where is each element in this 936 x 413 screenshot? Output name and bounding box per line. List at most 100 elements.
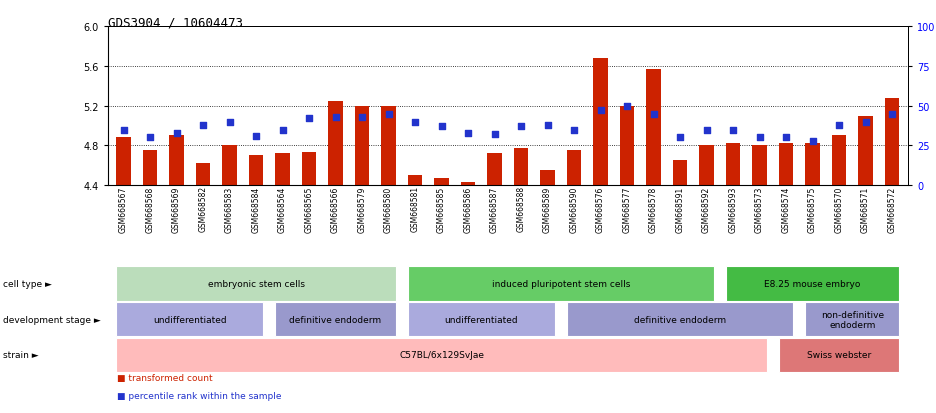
Point — [407, 119, 422, 126]
Bar — [434, 179, 449, 186]
Text: Swiss webster: Swiss webster — [807, 350, 871, 359]
Text: definitive endoderm: definitive endoderm — [634, 315, 726, 324]
Point — [673, 135, 688, 141]
Bar — [355, 107, 370, 186]
Text: E8.25 mouse embryo: E8.25 mouse embryo — [765, 280, 861, 288]
Point — [831, 122, 846, 129]
Text: GSM668571: GSM668571 — [861, 186, 870, 232]
Text: GSM668584: GSM668584 — [252, 186, 260, 232]
Text: strain ►: strain ► — [3, 350, 38, 359]
Point — [487, 132, 502, 138]
Point — [752, 135, 767, 141]
Bar — [329, 101, 343, 186]
Bar — [779, 144, 794, 186]
Text: GSM668581: GSM668581 — [411, 186, 419, 232]
Bar — [408, 176, 422, 186]
Text: GSM668570: GSM668570 — [835, 186, 843, 232]
Bar — [673, 161, 687, 186]
Bar — [620, 107, 635, 186]
Bar — [461, 183, 475, 186]
Bar — [832, 136, 846, 186]
Point — [169, 130, 184, 137]
Point — [381, 111, 396, 118]
Text: GSM668591: GSM668591 — [676, 186, 684, 232]
Point — [805, 138, 820, 145]
Text: GSM668589: GSM668589 — [543, 186, 552, 232]
Text: embryonic stem cells: embryonic stem cells — [208, 280, 304, 288]
Point — [620, 103, 635, 109]
Point — [699, 127, 714, 133]
Point — [434, 124, 449, 131]
Point — [355, 114, 370, 121]
Point — [514, 124, 529, 131]
Bar — [725, 144, 740, 186]
Text: non-definitive
endoderm: non-definitive endoderm — [821, 310, 884, 329]
Bar — [249, 156, 263, 186]
Text: GSM668588: GSM668588 — [517, 186, 525, 232]
Text: GDS3904 / 10604473: GDS3904 / 10604473 — [108, 17, 242, 29]
Point — [328, 114, 343, 121]
Text: GSM668568: GSM668568 — [145, 186, 154, 232]
Text: GSM668592: GSM668592 — [702, 186, 711, 232]
Text: GSM668582: GSM668582 — [198, 186, 208, 232]
Bar — [566, 151, 581, 186]
Bar — [143, 151, 157, 186]
Point — [222, 119, 237, 126]
Text: GSM668585: GSM668585 — [437, 186, 446, 232]
Text: GSM668577: GSM668577 — [622, 186, 632, 232]
Bar — [301, 153, 316, 186]
Text: GSM668572: GSM668572 — [887, 186, 897, 232]
Point — [196, 122, 211, 129]
Bar — [381, 107, 396, 186]
Text: GSM668590: GSM668590 — [569, 186, 578, 232]
Text: GSM668565: GSM668565 — [304, 186, 314, 232]
Point — [142, 135, 157, 141]
Bar — [488, 154, 502, 186]
Point — [725, 127, 740, 133]
Text: GSM668574: GSM668574 — [782, 186, 791, 232]
Text: GSM668586: GSM668586 — [463, 186, 473, 232]
Point — [885, 111, 899, 118]
Text: GSM668573: GSM668573 — [755, 186, 764, 232]
Text: GSM668583: GSM668583 — [225, 186, 234, 232]
Text: GSM668564: GSM668564 — [278, 186, 287, 232]
Bar — [514, 149, 528, 186]
Bar — [753, 146, 767, 186]
Point — [566, 127, 581, 133]
Bar — [540, 171, 555, 186]
Bar — [699, 146, 714, 186]
Point — [593, 108, 608, 114]
Point — [646, 111, 661, 118]
Point — [858, 119, 873, 126]
Bar — [593, 59, 607, 186]
Text: GSM668566: GSM668566 — [331, 186, 340, 232]
Text: GSM668578: GSM668578 — [649, 186, 658, 232]
Text: GSM668593: GSM668593 — [728, 186, 738, 232]
Point — [461, 130, 475, 137]
Bar — [805, 144, 820, 186]
Text: ■ percentile rank within the sample: ■ percentile rank within the sample — [117, 391, 282, 400]
Bar — [169, 136, 183, 186]
Point — [116, 127, 131, 133]
Bar — [275, 154, 290, 186]
Text: induced pluripotent stem cells: induced pluripotent stem cells — [491, 280, 630, 288]
Text: GSM668580: GSM668580 — [384, 186, 393, 232]
Text: GSM668576: GSM668576 — [596, 186, 605, 232]
Text: GSM668575: GSM668575 — [808, 186, 817, 232]
Bar — [646, 69, 661, 186]
Text: ■ transformed count: ■ transformed count — [117, 373, 212, 382]
Text: undifferentiated: undifferentiated — [153, 315, 227, 324]
Text: development stage ►: development stage ► — [3, 315, 100, 324]
Text: GSM668569: GSM668569 — [172, 186, 181, 232]
Text: GSM668567: GSM668567 — [119, 186, 128, 232]
Text: GSM668579: GSM668579 — [358, 186, 367, 232]
Point — [540, 122, 555, 129]
Bar — [196, 164, 211, 186]
Text: GSM668587: GSM668587 — [490, 186, 499, 232]
Point — [301, 116, 316, 122]
Bar — [885, 98, 899, 186]
Bar — [222, 146, 237, 186]
Text: C57BL/6x129SvJae: C57BL/6x129SvJae — [399, 350, 484, 359]
Bar — [116, 138, 131, 186]
Point — [779, 135, 794, 141]
